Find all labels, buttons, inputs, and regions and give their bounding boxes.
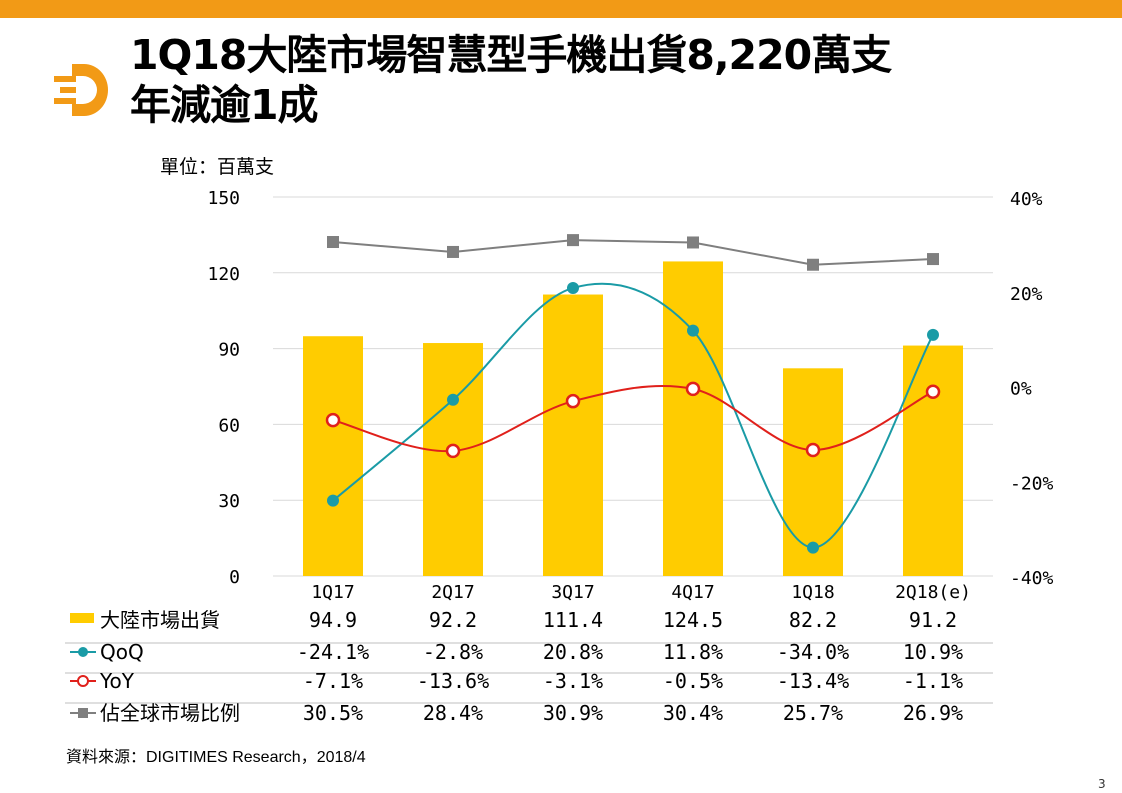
- digitimes-logo-icon: [54, 64, 108, 116]
- table-cell: 124.5: [663, 608, 723, 632]
- share-point: [327, 236, 339, 249]
- y-left-tick-label: 150: [207, 188, 240, 209]
- bar: [543, 294, 603, 576]
- table-cell: -1.1%: [903, 669, 963, 693]
- bar: [663, 261, 723, 576]
- qoq-point: [447, 393, 459, 406]
- legend-key-bar: [70, 613, 94, 623]
- y-right-tick-label: 20%: [1010, 284, 1043, 305]
- x-tick-label: 1Q17: [311, 582, 354, 603]
- data-table: 大陸市場出貨 94.9 92.2 111.4 124.5 82.2 91.2 QoQ -24.1…: [65, 608, 993, 725]
- legend-label: 佔全球市場比例: [100, 701, 240, 725]
- table-cell: 10.9%: [903, 640, 963, 664]
- yoy-point: [565, 393, 581, 409]
- qoq-point: [327, 494, 339, 507]
- table-cell: 30.9%: [543, 701, 603, 725]
- table-cell: 20.8%: [543, 640, 603, 664]
- y-right-tick-label: -40%: [1010, 568, 1054, 589]
- source-note: 資料來源：DIGITIMES Research，2018/4: [66, 749, 366, 766]
- table-cell: 30.4%: [663, 701, 723, 725]
- unit-label: 單位：百萬支: [160, 156, 275, 178]
- table-cell: -2.8%: [423, 640, 483, 664]
- table-cell: -13.6%: [417, 669, 489, 693]
- table-cell: -13.4%: [777, 669, 849, 693]
- slide-title: 1Q18大陸市場智慧型手機出貨8,220萬支 年減逾1成: [130, 30, 892, 130]
- x-tick-label: 1Q18: [791, 582, 834, 603]
- bar: [303, 336, 363, 576]
- table-cell: -0.5%: [663, 669, 723, 693]
- line-series: [325, 234, 941, 554]
- yoy-point: [445, 443, 461, 459]
- table-cell: 82.2: [789, 608, 837, 632]
- share-point: [807, 258, 819, 271]
- top-banner: [0, 0, 1122, 18]
- y-left-tick-label: 0: [229, 567, 240, 588]
- x-tick-label: 4Q17: [671, 582, 714, 603]
- share-point: [447, 245, 459, 258]
- bar-series: [303, 261, 963, 576]
- legend-label: YoY: [99, 669, 135, 693]
- table-cell: 92.2: [429, 608, 477, 632]
- gridlines: [273, 196, 993, 577]
- share-point: [567, 234, 579, 247]
- y-left-tick-label: 60: [218, 415, 240, 436]
- table-cell: -34.0%: [777, 640, 849, 664]
- title-line-1: 1Q18大陸市場智慧型手機出貨8,220萬支: [130, 31, 892, 79]
- y-left-tick-label: 90: [218, 340, 240, 361]
- legend-label: QoQ: [100, 640, 144, 664]
- share-line: [332, 239, 934, 266]
- table-cell: -7.1%: [303, 669, 363, 693]
- table-cell: 91.2: [909, 608, 957, 632]
- y-right-tick-label: 0%: [1010, 379, 1032, 400]
- legend-key-marker: [78, 647, 88, 657]
- table-cell: 26.9%: [903, 701, 963, 725]
- yoy-point: [805, 442, 821, 458]
- table-cell: 11.8%: [663, 640, 723, 664]
- legend-label: 大陸市場出貨: [100, 608, 220, 632]
- yoy-line: [332, 384, 934, 453]
- legend-key-marker: [77, 675, 89, 687]
- bar: [903, 345, 963, 576]
- page-number: 3: [1098, 777, 1106, 791]
- yoy-point: [925, 384, 941, 399]
- table-cell: 25.7%: [783, 701, 843, 725]
- legend-key-marker: [78, 708, 88, 718]
- table-cell: 28.4%: [423, 701, 483, 725]
- share-point: [687, 236, 699, 249]
- share-point: [927, 253, 939, 266]
- axes: 0 30 60 90 120 150 -40% -20% 0% 20% 40% 1Q17 2Q17 3Q1…: [207, 188, 1053, 603]
- title-line-2: 年減逾1成: [130, 81, 319, 129]
- bar: [423, 343, 483, 576]
- y-left-tick-label: 30: [218, 491, 240, 512]
- yoy-point: [325, 412, 341, 428]
- bar: [783, 368, 843, 576]
- qoq-point: [807, 541, 819, 554]
- table-cell: -3.1%: [543, 669, 603, 693]
- table-cell: 111.4: [543, 608, 603, 632]
- qoq-point: [927, 328, 939, 341]
- qoq-point: [687, 324, 699, 337]
- yoy-point: [685, 381, 701, 397]
- x-tick-label: 2Q17: [431, 582, 474, 603]
- y-right-tick-label: -20%: [1010, 473, 1054, 494]
- table-cell: -24.1%: [297, 640, 369, 664]
- y-right-tick-label: 40%: [1010, 189, 1043, 210]
- table-cell: 94.9: [309, 608, 357, 632]
- qoq-point: [567, 281, 579, 294]
- table-cell: 30.5%: [303, 701, 363, 725]
- y-left-tick-label: 120: [207, 264, 240, 285]
- x-tick-label: 2Q18(e): [895, 582, 971, 603]
- x-tick-label: 3Q17: [551, 582, 594, 603]
